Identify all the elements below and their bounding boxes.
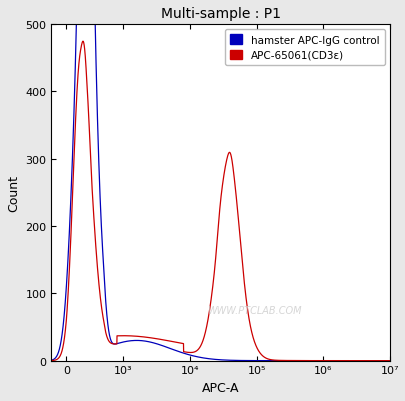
Legend: hamster APC-IgG control, APC-65061(CD3ε): hamster APC-IgG control, APC-65061(CD3ε) bbox=[224, 30, 384, 66]
Text: WWW.PTCLAB.COM: WWW.PTCLAB.COM bbox=[207, 306, 301, 315]
Y-axis label: Count: Count bbox=[7, 174, 20, 211]
X-axis label: APC-A: APC-A bbox=[201, 381, 239, 394]
Title: Multi-sample : P1: Multi-sample : P1 bbox=[160, 7, 280, 21]
